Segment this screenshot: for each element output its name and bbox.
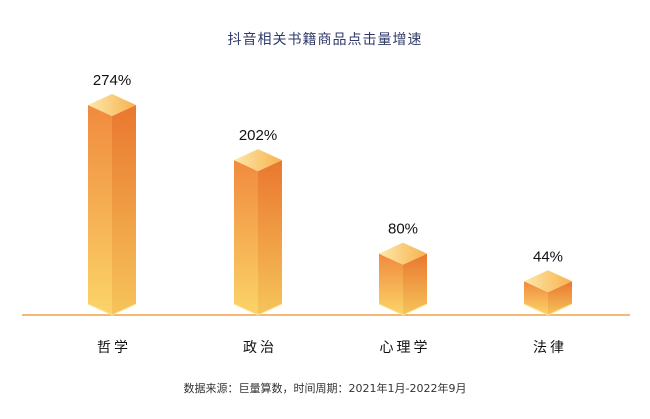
category-label-2: 政治 bbox=[243, 340, 277, 356]
bar-base-edge bbox=[233, 303, 283, 316]
category-label-3: 心理学 bbox=[380, 340, 431, 356]
chart-title: 抖音相关书籍商品点击量增速 bbox=[227, 32, 423, 48]
bar-2 bbox=[233, 149, 283, 316]
bar-face-right bbox=[258, 160, 282, 315]
bar-top-cap bbox=[88, 94, 136, 116]
data-label-2: 202% bbox=[239, 127, 277, 144]
data-label-1: 274% bbox=[93, 72, 131, 89]
bar-top-cap bbox=[234, 149, 282, 172]
bar-face-right bbox=[403, 253, 427, 315]
bar-base-edge bbox=[87, 303, 137, 316]
bar-base-edge bbox=[378, 303, 428, 316]
bar-face-right bbox=[112, 105, 136, 315]
bar-base-edge bbox=[523, 303, 573, 316]
bar-face-left bbox=[234, 160, 258, 315]
data-source-note: 数据来源：巨量算数，时间周期：2021年1月-2022年9月 bbox=[183, 382, 467, 395]
category-label-4: 法律 bbox=[533, 340, 567, 356]
category-label-1: 哲学 bbox=[97, 340, 131, 356]
bar-top-cap bbox=[379, 242, 427, 265]
bar-face-left bbox=[379, 253, 403, 315]
bar-1 bbox=[87, 94, 137, 316]
data-label-3: 80% bbox=[388, 221, 418, 238]
bar-top-cap bbox=[524, 270, 572, 293]
data-label-4: 44% bbox=[533, 248, 563, 265]
bar-3 bbox=[378, 242, 428, 316]
bar-face-left bbox=[88, 105, 112, 315]
bar-4 bbox=[523, 270, 573, 316]
